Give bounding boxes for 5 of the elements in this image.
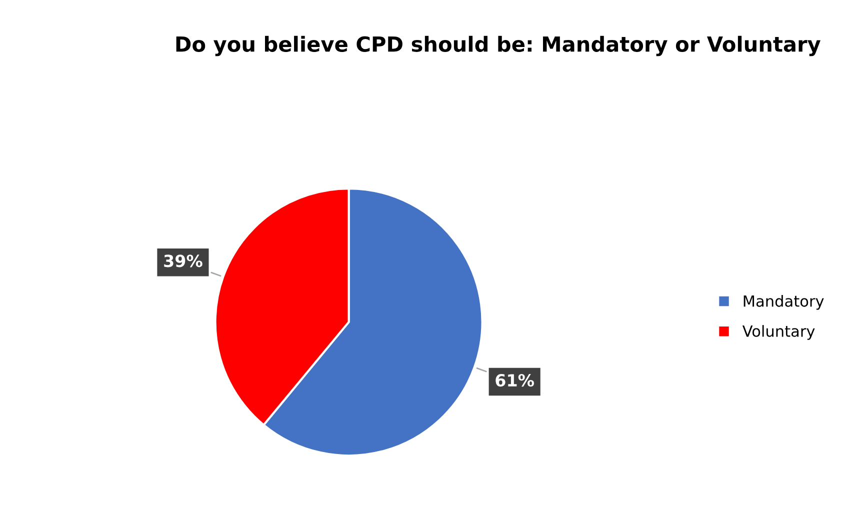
data-label: 61%	[496, 374, 534, 387]
legend-label: Mandatory	[744, 295, 824, 310]
chart-title: Do you believe CPD should be: Mandatory or Voluntary	[176, 36, 820, 56]
data-label: 39%	[164, 254, 202, 268]
legend-label: Voluntary	[742, 325, 815, 340]
